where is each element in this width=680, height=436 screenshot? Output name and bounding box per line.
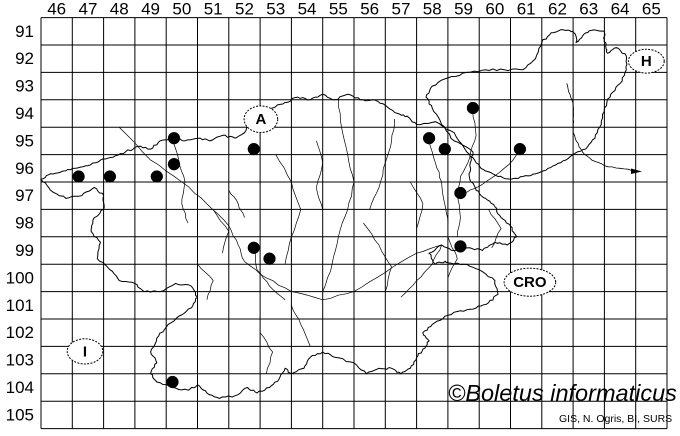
svg-text:92: 92 — [15, 49, 34, 68]
svg-text:59: 59 — [454, 0, 473, 19]
svg-text:93: 93 — [15, 77, 34, 96]
svg-text:53: 53 — [266, 0, 285, 19]
svg-text:I: I — [83, 343, 87, 360]
svg-text:GIS, N. Ogris, BI, SURS: GIS, N. Ogris, BI, SURS — [559, 413, 672, 425]
svg-text:58: 58 — [423, 0, 442, 19]
svg-text:65: 65 — [642, 0, 661, 19]
svg-text:46: 46 — [47, 0, 66, 19]
svg-text:47: 47 — [78, 0, 97, 19]
svg-text:51: 51 — [204, 0, 223, 19]
svg-text:62: 62 — [548, 0, 567, 19]
svg-text:54: 54 — [298, 0, 317, 19]
svg-text:101: 101 — [6, 296, 34, 315]
svg-text:48: 48 — [110, 0, 129, 19]
svg-text:102: 102 — [6, 323, 34, 342]
svg-text:55: 55 — [329, 0, 348, 19]
svg-text:104: 104 — [6, 378, 34, 397]
svg-text:91: 91 — [15, 22, 34, 41]
svg-text:52: 52 — [235, 0, 254, 19]
svg-text:60: 60 — [485, 0, 504, 19]
svg-text:105: 105 — [6, 405, 34, 424]
svg-text:56: 56 — [360, 0, 379, 19]
svg-text:CRO: CRO — [513, 274, 547, 291]
svg-text:95: 95 — [15, 131, 34, 150]
svg-text:50: 50 — [172, 0, 191, 19]
svg-text:98: 98 — [15, 214, 34, 233]
svg-text:103: 103 — [6, 351, 34, 370]
svg-text:99: 99 — [15, 241, 34, 260]
svg-text:96: 96 — [15, 159, 34, 178]
svg-text:100: 100 — [6, 268, 34, 287]
svg-text:H: H — [641, 53, 652, 70]
svg-text:©Boletus informaticus: ©Boletus informaticus — [448, 380, 677, 406]
svg-text:61: 61 — [517, 0, 536, 19]
svg-text:A: A — [255, 111, 266, 128]
svg-text:94: 94 — [15, 104, 34, 123]
svg-text:63: 63 — [579, 0, 598, 19]
svg-text:64: 64 — [611, 0, 630, 19]
svg-text:97: 97 — [15, 186, 34, 205]
svg-text:57: 57 — [391, 0, 410, 19]
svg-text:49: 49 — [141, 0, 160, 19]
